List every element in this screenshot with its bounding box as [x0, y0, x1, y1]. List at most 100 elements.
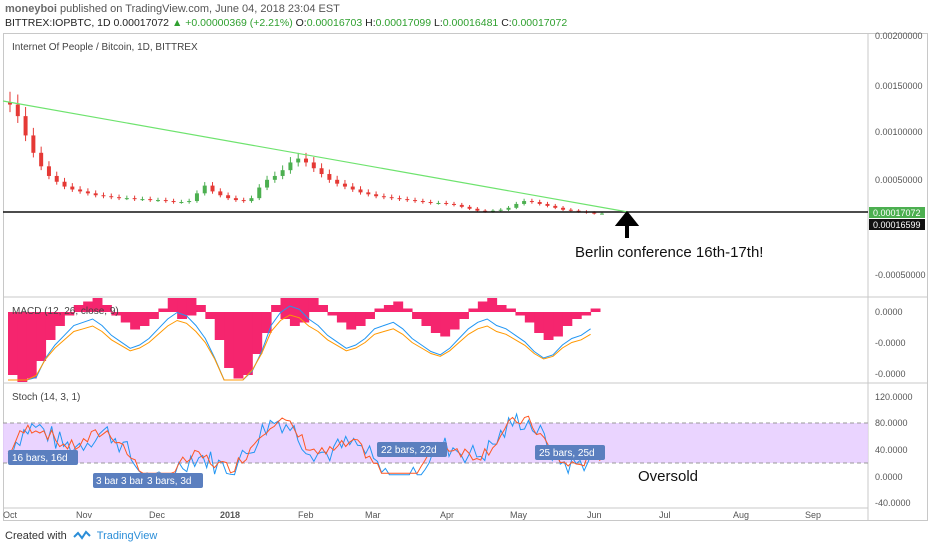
candle-body	[54, 175, 59, 182]
candle-body	[288, 162, 293, 171]
macd-bar	[374, 308, 385, 312]
bar-label[interactable]: 3 bars, 3d	[143, 473, 203, 488]
macd-bar	[26, 312, 37, 379]
bar-label[interactable]: 25 bars, 25d	[535, 445, 605, 460]
price-tick: 0.00050000	[875, 175, 923, 185]
macd-bar	[430, 312, 441, 333]
macd-bar	[318, 305, 328, 312]
candle-body	[70, 186, 75, 190]
macd-bar	[167, 298, 178, 312]
candle-body	[78, 189, 83, 192]
candle-body	[31, 135, 36, 153]
macd-bar	[195, 305, 206, 312]
candle-body	[475, 208, 480, 211]
macd-bar	[177, 298, 188, 319]
close-label: C:	[501, 17, 512, 29]
macd-bar	[534, 312, 545, 333]
macd-bar	[45, 312, 56, 340]
macd-bar	[101, 305, 112, 312]
macd-bar	[383, 305, 394, 312]
macd-bar	[365, 312, 375, 319]
time-tick: Oct	[3, 510, 18, 520]
support-price-badge-text: 0.00016599	[873, 220, 921, 230]
macd-bar	[477, 301, 488, 312]
high-label: H:	[365, 17, 376, 29]
bar-label[interactable]: 3 bars	[93, 473, 126, 488]
time-axis: Oct Nov Dec 2018 Feb Mar Apr May Jun Jul…	[3, 510, 821, 520]
ohlc-bar: BITTREX:IOPBTC, 1D 0.00017072 ▲ +0.00000…	[5, 17, 567, 29]
macd-bar	[139, 312, 150, 326]
macd-bar	[524, 312, 535, 323]
macd-bar	[553, 312, 563, 337]
macd-bar	[506, 308, 516, 312]
candle-body	[109, 196, 114, 198]
oversold-annotation[interactable]: Oversold	[638, 468, 698, 485]
macd-bar	[468, 308, 479, 312]
time-tick: Aug	[733, 510, 749, 520]
candle-body	[265, 179, 270, 188]
candle-body	[241, 200, 246, 202]
stoch-tick: -40.0000	[875, 498, 911, 508]
macd-bar	[590, 308, 601, 312]
trend-line[interactable]	[2, 100, 629, 213]
macd-bar	[54, 312, 65, 326]
candle-body	[506, 207, 511, 210]
candle-body	[335, 179, 340, 184]
last-price-badge	[869, 207, 925, 218]
main-price-ticks: 0.00200000 0.00150000 0.00100000 0.00050…	[875, 31, 926, 280]
macd-bar	[130, 312, 141, 330]
candle-body	[342, 183, 347, 187]
author-name[interactable]: moneyboi	[5, 3, 57, 15]
bar-label[interactable]: 3 bars	[118, 473, 151, 488]
berlin-annotation[interactable]: Berlin conference 16th-17th!	[575, 244, 763, 261]
macd-bar	[327, 312, 338, 316]
bar-label[interactable]: 16 bars, 16d	[8, 450, 78, 465]
macd-bar	[92, 298, 103, 312]
bar-label[interactable]: 22 bars, 22d	[377, 442, 447, 457]
macd-bar	[421, 312, 432, 326]
bar-label-text: 25 bars, 25d	[539, 448, 595, 459]
price-tick: 0.00100000	[875, 127, 923, 137]
candle-body	[568, 209, 573, 211]
macd-tick: 0.0000	[875, 307, 903, 317]
main-pane-title: Internet Of People / Bitcoin, 1D, BITTRE…	[12, 42, 198, 53]
candle-body	[576, 210, 581, 212]
tradingview-brand[interactable]: TradingView	[96, 530, 158, 542]
macd-bar	[205, 312, 216, 319]
macd-bar	[120, 312, 131, 323]
footer: Created with TradingView	[5, 530, 157, 542]
stoch-tick: 80.0000	[875, 418, 908, 428]
low-label: L:	[434, 17, 443, 29]
candle-body	[15, 104, 20, 117]
candle-body	[296, 158, 301, 163]
time-tick: Dec	[149, 510, 166, 520]
macd-bar	[459, 312, 469, 319]
candle-body	[498, 209, 503, 211]
close-value: 0.00017072	[511, 17, 568, 29]
candle-body	[304, 158, 308, 163]
candle-body	[117, 197, 122, 199]
macd-bar	[440, 312, 451, 337]
time-tick: Sep	[805, 510, 821, 520]
candle-body	[249, 198, 254, 202]
macd-bar	[355, 312, 366, 326]
stoch-d-line	[7, 415, 601, 474]
candle-body	[187, 201, 192, 203]
bar-label-text: 22 bars, 22d	[381, 445, 437, 456]
macd-bar	[186, 298, 197, 316]
candle-body	[163, 200, 168, 202]
macd-bar	[233, 312, 244, 379]
stoch-k-line	[7, 412, 601, 476]
candle-body	[93, 193, 98, 196]
macd-tick: -0.0000	[875, 369, 906, 379]
candle-body	[413, 200, 418, 202]
candle-body	[210, 185, 215, 192]
macd-bar	[17, 312, 28, 382]
macd-bar	[581, 312, 592, 316]
macd-bar	[242, 312, 253, 375]
candle-body	[179, 202, 184, 204]
high-value: 0.00017099	[375, 17, 432, 29]
chart-frame[interactable]	[3, 33, 928, 521]
candle-body	[514, 203, 519, 208]
